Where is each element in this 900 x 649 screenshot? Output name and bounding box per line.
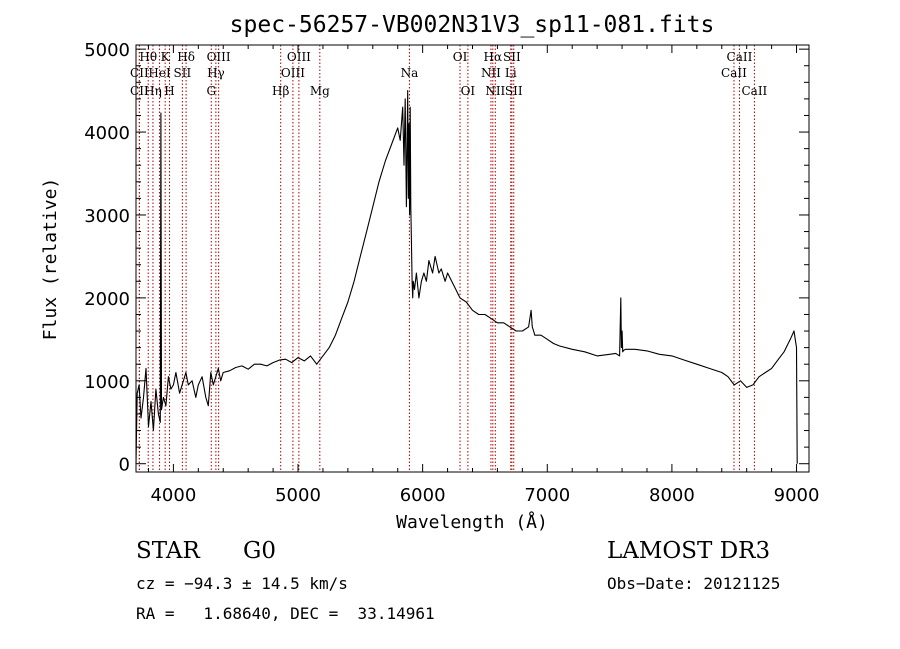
object-subclass: G0 [243, 538, 277, 564]
y-tick-label: 4000 [84, 123, 130, 144]
emission-line-label: CaII [741, 84, 767, 98]
emission-line-label: NII [481, 66, 501, 80]
emission-line-label: Hγ [207, 66, 225, 80]
emission-line-markers [138, 45, 755, 472]
emission-line-label: Hη [144, 84, 162, 98]
survey-name: LAMOST DR3 [607, 538, 771, 564]
x-axis-label: Wavelength (Å) [396, 511, 548, 533]
coordinates: RA = 1.68640, DEC = 33.14961 [136, 604, 435, 623]
emission-line-label: OIII [287, 50, 311, 64]
y-axis-ticks: 0 1000 2000 3000 4000 5000 [84, 40, 809, 476]
object-class: STAR [136, 538, 200, 564]
x-axis-ticks: 4000 5000 6000 7000 8000 9000 [147, 45, 820, 506]
emission-line-label: OI [461, 84, 476, 98]
emission-line-label: OI [453, 50, 468, 64]
x-tick-label: 9000 [774, 485, 820, 506]
emission-line-label: OIII [281, 66, 305, 80]
emission-line-label: HeI [148, 66, 171, 80]
emission-line-label: CaII [727, 50, 753, 64]
emission-line-label: Hα [484, 50, 503, 64]
emission-line-label: Hβ [272, 84, 289, 98]
x-tick-label: 4000 [150, 485, 196, 506]
emission-line-label: SII [503, 50, 521, 64]
emission-line-label: CaII [721, 66, 747, 80]
emission-line-label: Hθ [139, 50, 157, 64]
emission-line-label: SII [505, 84, 523, 98]
y-axis-label: Flux (relative) [40, 178, 61, 341]
emission-line-label: Na [401, 66, 419, 80]
emission-line-label: CII [130, 66, 149, 80]
emission-line-label: Li [505, 66, 517, 80]
observation-date: Obs−Date: 20121125 [607, 574, 781, 593]
y-tick-label: 5000 [84, 40, 130, 61]
y-tick-label: 3000 [84, 206, 130, 227]
x-tick-label: 8000 [649, 485, 695, 506]
y-tick-label: 1000 [84, 372, 130, 393]
x-tick-label: 7000 [524, 485, 570, 506]
y-tick-label: 2000 [84, 289, 130, 310]
x-tick-label: 5000 [275, 485, 321, 506]
x-tick-label: 6000 [400, 485, 446, 506]
plot-frame [135, 44, 810, 473]
spectrum-line [135, 90, 798, 464]
emission-line-labels: CIICIIHθHηHeIKHSIIHδGHγOIIIHβOIIIOIIIMgN… [130, 50, 768, 98]
spectrum-chart: spec-56257-VB002N31V3_sp11-081.fits CII C… [40, 12, 820, 533]
emission-line-label: K [161, 50, 171, 64]
emission-line-label: Hδ [177, 50, 195, 64]
redshift-velocity: cz = −94.3 ± 14.5 km/s [136, 574, 348, 593]
emission-line-label: H [164, 84, 174, 98]
y-tick-label: 0 [119, 455, 130, 476]
chart-title: spec-56257-VB002N31V3_sp11-081.fits [230, 12, 715, 38]
emission-line-label: Mg [310, 84, 330, 98]
emission-line-label: NII [485, 84, 505, 98]
emission-line-label: CII [130, 84, 149, 98]
emission-line-label: SII [174, 66, 192, 80]
emission-line-label: OIII [207, 50, 231, 64]
emission-line-label: G [206, 84, 216, 98]
